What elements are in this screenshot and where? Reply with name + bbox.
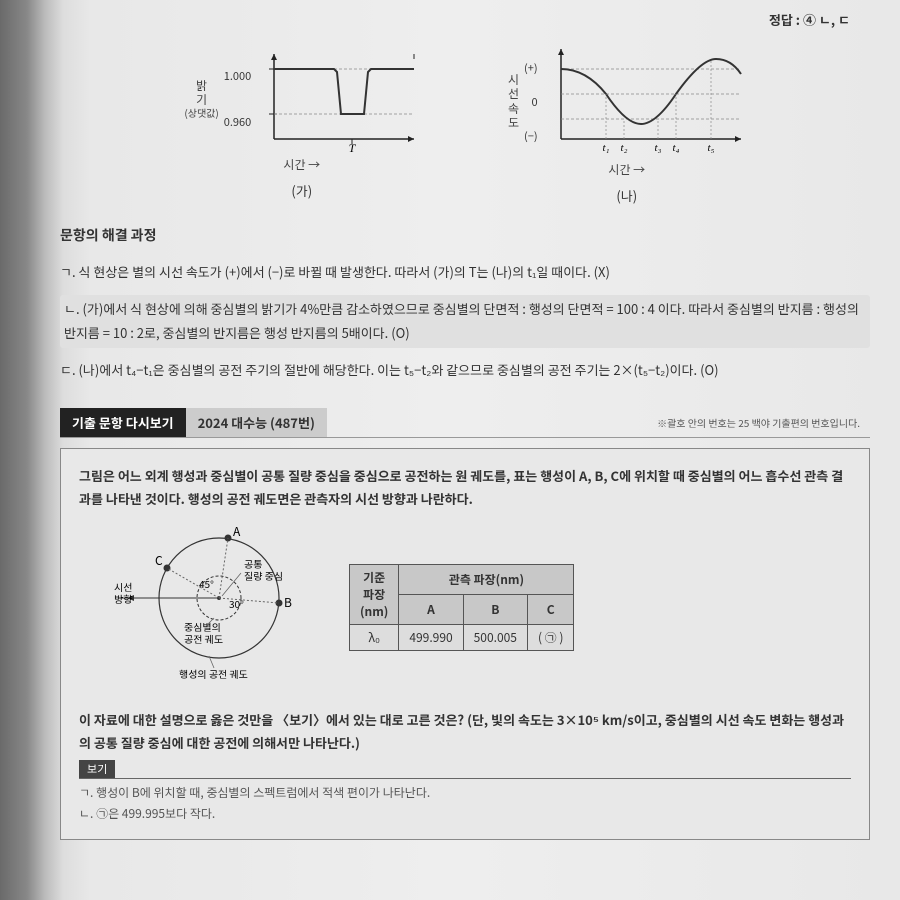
chart-na-svg: t₁ t₂ t₃ t₄ t₅	[546, 44, 746, 159]
table-lambda: λ₀	[350, 625, 399, 651]
review-header: 기출 문항 다시보기 2024 대수능 (487번) ※괄호 안의 번호는 25…	[60, 408, 870, 438]
chart-na-caption: (나)	[616, 186, 637, 205]
svg-text:행성의 공전 궤도: 행성의 공전 궤도	[179, 666, 248, 681]
review-title: 2024 대수능 (487번)	[186, 408, 327, 437]
chart-ga-ytick-bot: 0.960	[224, 114, 251, 130]
chart-na-ytick-0: (+)	[524, 60, 538, 76]
review-note: ※괄호 안의 번호는 25 백야 기출편의 번호입니다.	[657, 415, 870, 430]
solution-a: ㄱ. 식 현상은 별의 시선 속도가 (+)에서 (−)로 바뀔 때 발생한다.…	[60, 260, 870, 285]
table-val-b: 500.005	[463, 625, 527, 651]
chart-na-xlabel: 시간 →	[608, 161, 645, 178]
table-val-a: 499.990	[399, 625, 463, 651]
table-col-c: C	[527, 595, 574, 625]
bogi-items: ㄱ. 행성이 B에 위치할 때, 중심별의 스펙트럼에서 적색 편이가 나타난다…	[79, 778, 851, 824]
orbit-diagram: A B C 시선 방향 45° 30° 공통 질량 중심 중심별의 공전 궤도	[109, 523, 329, 693]
svg-text:공전 궤도: 공전 궤도	[184, 631, 223, 646]
review-tab: 기출 문항 다시보기	[60, 408, 186, 437]
svg-text:C: C	[155, 552, 163, 569]
table-val-c: ( ㉠ )	[527, 625, 574, 651]
svg-text:질량 중심: 질량 중심	[244, 568, 283, 583]
chart-na: 시 선 속 도 (+) 0 (−)	[508, 44, 746, 205]
chart-ga-ytick-top: 1.000	[224, 68, 251, 84]
diagram-table-row: A B C 시선 방향 45° 30° 공통 질량 중심 중심별의 공전 궤도	[109, 523, 851, 693]
chart-na-ytick-1: 0	[531, 94, 537, 110]
svg-text:B: B	[284, 594, 292, 611]
svg-text:t₄: t₄	[672, 142, 679, 154]
problem-text: 그림은 어느 외계 행성과 중심별이 공통 질량 중심을 중심으로 공전하는 원…	[79, 464, 851, 511]
svg-text:T: T	[349, 141, 357, 154]
svg-text:45°: 45°	[199, 576, 214, 591]
textbook-page: 정답 : ④ ㄴ, ㄷ 밝 기 (상댓값) 1.000 0.960	[0, 0, 900, 850]
svg-text:30°: 30°	[229, 596, 244, 611]
chart-ga-svg: T	[259, 44, 419, 154]
chart-ga: 밝 기 (상댓값) 1.000 0.960 T	[184, 44, 419, 200]
chart-ga-ylabel: 밝 기 (상댓값)	[184, 79, 218, 120]
chart-ga-xlabel: 시간 →	[283, 156, 320, 173]
chart-ga-caption: (가)	[291, 181, 312, 200]
svg-text:t₅: t₅	[707, 142, 714, 154]
svg-text:t₁: t₁	[602, 142, 609, 154]
review-box: 그림은 어느 외계 행성과 중심별이 공통 질량 중심을 중심으로 공전하는 원…	[60, 448, 870, 840]
charts-row: 밝 기 (상댓값) 1.000 0.960 T	[60, 44, 870, 205]
table-col-a: A	[399, 595, 463, 625]
chart-na-ylabel: 시 선 속 도	[508, 73, 519, 131]
chart-na-ytick-2: (−)	[524, 128, 538, 144]
solution-b: ㄴ. (가)에서 식 현상에 의해 중심별의 밝기가 4%만큼 감소하였으므로 …	[60, 295, 870, 348]
solution-c: ㄷ. (나)에서 t₄−t₁은 중심별의 공전 주기의 절반에 해당한다. 이는…	[60, 358, 870, 383]
question-text: 이 자료에 대한 설명으로 옳은 것만을 〈보기〉에서 있는 대로 고른 것은?…	[79, 708, 851, 755]
bogi-b: ㄴ. ㉠은 499.995보다 작다.	[79, 804, 851, 824]
section-title: 문항의 해결 과정	[60, 225, 870, 245]
svg-text:방향: 방향	[114, 591, 132, 606]
answer-text: 정답 : ④ ㄴ, ㄷ	[60, 10, 870, 29]
svg-text:t₂: t₂	[620, 142, 627, 154]
wavelength-table: 기준 파장 (nm) 관측 파장(nm) A B C λ₀ 499.990 50…	[349, 564, 574, 651]
svg-text:t₃: t₃	[654, 142, 661, 154]
table-header-main: 관측 파장(nm)	[399, 565, 574, 595]
table-col-b: B	[463, 595, 527, 625]
table-rowheader: 기준 파장 (nm)	[350, 565, 399, 625]
bogi-label: 보기	[79, 760, 115, 778]
svg-text:A: A	[233, 523, 241, 540]
bogi-a: ㄱ. 행성이 B에 위치할 때, 중심별의 스펙트럼에서 적색 편이가 나타난다…	[79, 783, 851, 803]
